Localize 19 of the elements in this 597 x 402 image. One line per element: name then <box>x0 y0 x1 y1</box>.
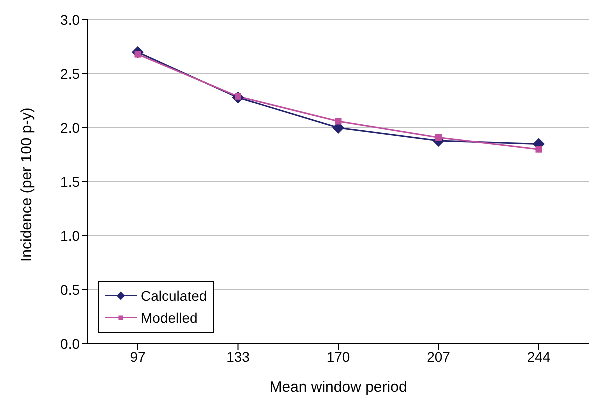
x-tick-label: 244 <box>527 348 551 365</box>
y-tick-label: 1.5 <box>60 174 80 190</box>
x-tick-label: 207 <box>427 348 451 365</box>
y-tick-label: 0.0 <box>60 336 80 352</box>
legend-label: Modelled <box>141 309 198 328</box>
x-tick-label: 97 <box>130 348 146 365</box>
y-tick-label: 3.0 <box>60 12 80 28</box>
point <box>335 118 342 125</box>
y-tick-label: 0.5 <box>60 282 80 298</box>
y-axis-title: Incidence (per 100 p-y) <box>18 108 36 262</box>
y-tick-label: 2.0 <box>60 120 80 136</box>
x-axis-title: Mean window period <box>270 379 408 396</box>
legend-label: Calculated <box>141 287 208 306</box>
y-tick-label: 2.5 <box>60 66 80 82</box>
x-tick-label: 133 <box>226 348 250 365</box>
point <box>536 146 542 153</box>
x-tick-label: 170 <box>326 348 350 365</box>
y-tick-label: 1.0 <box>60 228 80 244</box>
point <box>436 134 442 141</box>
